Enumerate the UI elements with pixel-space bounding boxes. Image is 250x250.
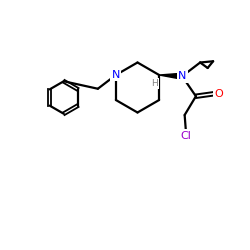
Text: N: N (178, 71, 186, 81)
Polygon shape (159, 73, 182, 79)
Text: H: H (151, 79, 158, 88)
Text: O: O (214, 89, 223, 99)
Text: N: N (112, 70, 120, 80)
Text: Cl: Cl (180, 131, 191, 141)
